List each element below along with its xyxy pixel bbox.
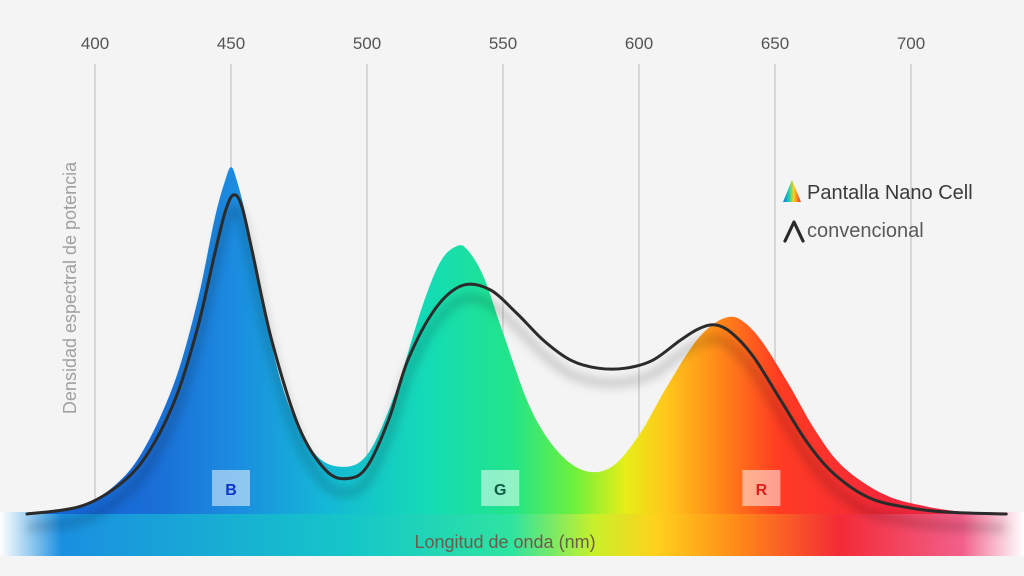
x-tick-label-400: 400 [81,34,109,53]
series-line-conventional [25,193,1008,516]
legend-item-conventional: convencional [783,220,924,243]
x-tick-label-650: 650 [761,34,789,53]
band-marker-r: R [742,470,781,506]
legend-label-conventional: convencional [807,220,924,242]
band-marker-label-g: G [494,482,506,499]
nano-cell-area-layer [27,167,1007,515]
x-tick-label-700: 700 [897,34,925,53]
x-tick-labels: 400 450 500 550 600 650 700 [81,34,925,53]
x-axis-title: Longitud de onda (nm) [414,532,595,552]
band-marker-box-b [212,470,250,506]
x-tick-label-500: 500 [353,34,381,53]
series-line-conventional-shadow [26,205,1007,532]
x-tick-label-550: 550 [489,34,517,53]
band-marker-label-r: R [756,482,768,499]
spectrum-triangle-icon [783,180,801,202]
band-marker-g: G [481,470,520,506]
chevron-line-icon [783,220,805,243]
legend: Pantalla Nano Cell convencional [783,180,973,243]
legend-label-nano-cell: Pantalla Nano Cell [807,182,973,204]
band-marker-label-b: B [225,482,237,499]
conventional-line-layer [25,193,1008,532]
series-area-nano-cell [27,167,1007,515]
band-marker-b: B [212,470,250,506]
gridlines [94,64,912,514]
spectrum-baseline-band [0,512,1024,556]
legend-item-nano-cell: Pantalla Nano Cell [783,180,973,204]
band-marker-box-g [481,470,520,506]
y-axis-title: Densidad espectral de potencia [60,161,80,414]
x-tick-label-450: 450 [217,34,245,53]
band-marker-box-r [742,470,781,506]
x-tick-label-600: 600 [625,34,653,53]
